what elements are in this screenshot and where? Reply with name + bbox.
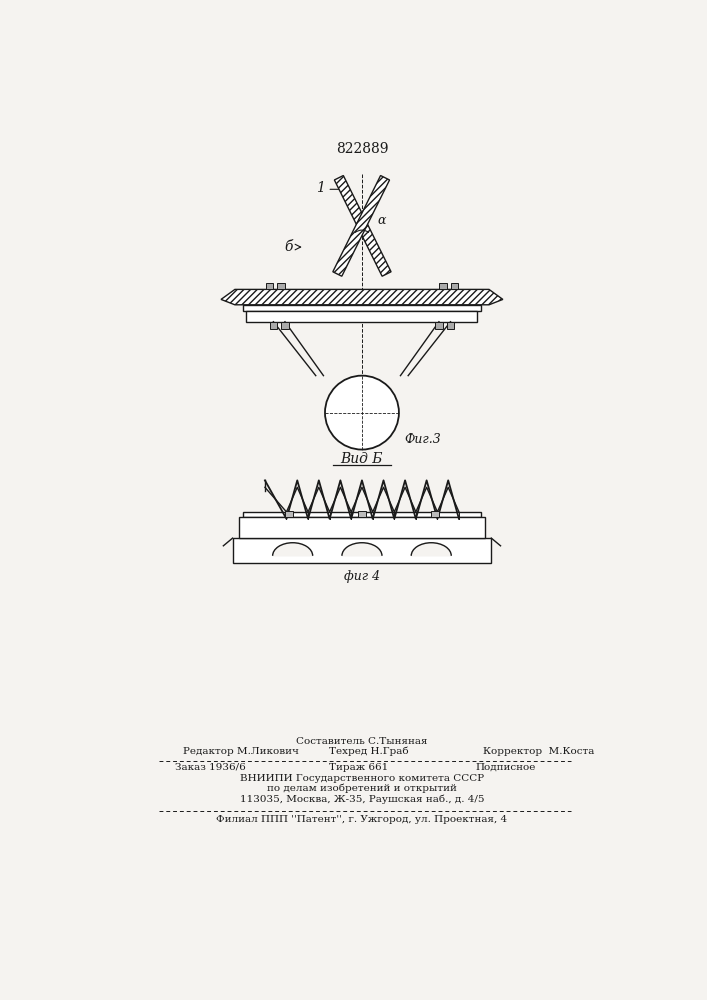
Bar xyxy=(439,283,447,289)
Text: фиг 4: фиг 4 xyxy=(344,570,380,583)
Bar xyxy=(269,322,277,329)
Text: Фиг.3: Фиг.3 xyxy=(404,433,441,446)
Bar xyxy=(239,517,485,538)
Text: ВНИИПИ Государственного комитета СССР: ВНИИПИ Государственного комитета СССР xyxy=(240,774,484,783)
Ellipse shape xyxy=(325,376,399,450)
Text: 113035, Москва, Ж-35, Раушская наб., д. 4/5: 113035, Москва, Ж-35, Раушская наб., д. … xyxy=(240,795,484,804)
Bar xyxy=(281,322,288,329)
Text: Тираж 661: Тираж 661 xyxy=(329,763,388,772)
Bar xyxy=(358,511,366,517)
Text: б: б xyxy=(284,240,293,254)
Text: Техред Н.Граб: Техред Н.Граб xyxy=(329,747,409,756)
Text: Корректор  М.Коста: Корректор М.Коста xyxy=(483,747,594,756)
Polygon shape xyxy=(342,543,382,556)
Bar xyxy=(431,511,439,517)
Bar xyxy=(447,322,455,329)
Bar xyxy=(435,322,443,329)
Polygon shape xyxy=(333,176,390,276)
Text: 822889: 822889 xyxy=(336,142,388,156)
Text: α: α xyxy=(378,214,386,227)
Text: Подписное: Подписное xyxy=(475,763,535,772)
Text: Филиал ППП ''Патент'', г. Ужгород, ул. Проектная, 4: Филиал ППП ''Патент'', г. Ужгород, ул. П… xyxy=(216,815,508,824)
Bar xyxy=(450,283,458,289)
Bar xyxy=(285,511,293,517)
Bar xyxy=(243,305,481,311)
Bar xyxy=(233,538,491,563)
Polygon shape xyxy=(411,543,451,556)
Text: 1: 1 xyxy=(316,181,325,195)
Text: Редактор М.Ликович: Редактор М.Ликович xyxy=(182,747,298,756)
Polygon shape xyxy=(221,289,503,305)
Bar xyxy=(247,311,477,322)
Polygon shape xyxy=(273,543,312,556)
Text: по делам изобретений и открытий: по делам изобретений и открытий xyxy=(267,784,457,793)
Bar xyxy=(243,512,481,517)
Polygon shape xyxy=(334,176,391,276)
Text: Составитель С.Тыняная: Составитель С.Тыняная xyxy=(296,737,428,746)
Text: Заказ 1936/6: Заказ 1936/6 xyxy=(175,763,245,772)
Bar xyxy=(277,283,285,289)
Bar xyxy=(266,283,274,289)
Text: Вид Б: Вид Б xyxy=(341,452,383,466)
